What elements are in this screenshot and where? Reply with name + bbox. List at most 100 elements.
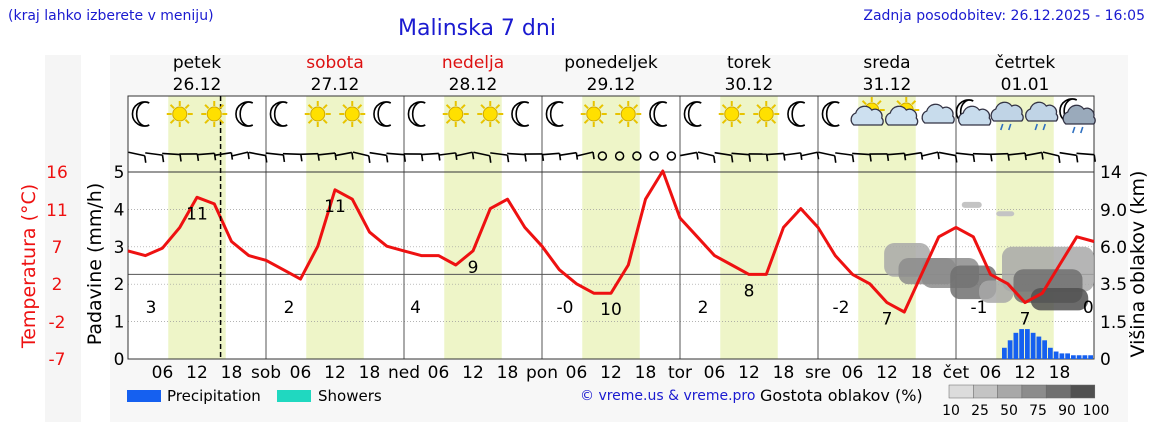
day-name: ponedeljek: [564, 53, 658, 73]
temperature-extreme-label: 3: [146, 298, 157, 318]
wind-feather: [1041, 152, 1044, 160]
sun-ray: [169, 104, 175, 110]
rain-drop: [999, 123, 1004, 131]
sun-ray: [896, 100, 902, 106]
wind-feather: [748, 154, 752, 162]
wind-feather: [454, 152, 458, 160]
wind-feather: [179, 154, 182, 162]
sun-ray: [184, 118, 190, 124]
cloud-density-step: 75: [1029, 403, 1047, 419]
temperature-extreme-label: 7: [1020, 310, 1031, 330]
wind-calm-circle: [666, 151, 677, 161]
wind-shaft: [955, 152, 974, 156]
wind-barb: [352, 151, 371, 164]
precip-tick: 3: [114, 238, 125, 258]
wind-feather: [367, 155, 371, 164]
wind-barb: [835, 152, 855, 163]
moon-crescent: [545, 101, 564, 127]
sun-ray: [322, 118, 328, 124]
cloud-density-step: 50: [1000, 403, 1018, 419]
page-title: Malinska 7 dni: [398, 16, 556, 41]
precip-bar: [1059, 353, 1065, 359]
sun-disc: [724, 106, 740, 122]
x-hour-tick: 18: [773, 363, 795, 383]
wind-barb: [818, 151, 837, 163]
wind-barb: [614, 151, 625, 161]
cloud-shape: [990, 101, 1024, 122]
cloud-height-axis-label: Višina oblakov (km): [1127, 171, 1149, 358]
last-update: Zadnja posodobitev: 26.12.2025 - 16:05: [863, 8, 1145, 24]
wind-barb: [507, 152, 527, 162]
wind-feather: [471, 152, 475, 160]
wind-shaft: [1076, 152, 1095, 156]
wind-feather: [730, 155, 734, 163]
wind-barb: [852, 152, 872, 162]
wind-shaft: [352, 151, 369, 157]
sun-ray: [876, 100, 882, 106]
wind-barb: [632, 151, 642, 161]
cloud-shape: [850, 105, 884, 126]
precip-bar: [1042, 340, 1047, 359]
wind-barb: [214, 151, 234, 160]
wind-feather: [161, 155, 165, 163]
precip-bar: [1088, 355, 1093, 359]
temperature-extreme-label: 8: [744, 281, 755, 301]
wind-barb: [680, 151, 699, 160]
temperature-tick: 2: [52, 275, 63, 295]
wind-shaft: [886, 152, 905, 156]
rain-drop: [1042, 123, 1047, 131]
wind-shaft: [938, 151, 956, 157]
sun-ray: [736, 104, 742, 110]
wind-shaft: [541, 152, 560, 156]
wind-feather: [592, 151, 595, 160]
sun-ray: [771, 118, 777, 124]
moon-crescent: [683, 101, 702, 127]
sun-icon: [201, 101, 228, 127]
wind-barb: [248, 151, 268, 163]
wind-feather: [903, 153, 907, 161]
wind-barb: [1042, 151, 1061, 164]
wind-feather: [213, 153, 217, 161]
wind-shaft: [128, 151, 145, 157]
x-hour-tick: 06: [704, 363, 726, 383]
rain-drop: [1007, 123, 1012, 131]
x-hour-tick: 18: [911, 363, 933, 383]
x-day-abbr: tor: [668, 363, 692, 383]
sun-icon: [615, 101, 642, 127]
moon-crescent: [511, 101, 530, 127]
cloud-density-step: 25: [971, 403, 989, 419]
showers-legend-swatch: [277, 390, 311, 402]
precip-tick: 1: [114, 313, 125, 333]
moon-icon: [373, 101, 392, 127]
wind-barb: [145, 152, 165, 163]
copyright-link[interactable]: © vreme.us & vreme.pro: [580, 388, 756, 404]
wind-feather: [869, 154, 872, 162]
wind-feather: [937, 151, 940, 160]
moon-icon: [545, 101, 564, 127]
wind-feather: [247, 151, 250, 160]
cloud-shape: [921, 103, 955, 124]
day-name: četrtek: [995, 53, 1056, 73]
wind-barb: [282, 152, 303, 162]
x-day-abbr: sre: [805, 363, 831, 383]
wind-feather: [799, 152, 803, 160]
wind-feather: [954, 155, 958, 163]
sun-ray: [169, 118, 175, 124]
x-hour-tick: 18: [1049, 363, 1071, 383]
x-hour-tick: 18: [221, 363, 243, 383]
moon-icon: [131, 101, 150, 127]
region-hint[interactable]: (kraj lahko izberete v meniju): [8, 8, 214, 24]
wind-shaft: [714, 151, 732, 157]
daylight-band: [858, 96, 916, 359]
sun-icon: [753, 101, 780, 127]
rain-drop: [1034, 123, 1039, 131]
sun-ray: [480, 104, 486, 110]
precip-bar: [1065, 353, 1070, 359]
day-name: torek: [727, 53, 771, 73]
wind-barb: [317, 152, 337, 161]
x-hour-tick: 06: [152, 363, 174, 383]
sun-ray: [771, 104, 777, 110]
wind-barb: [162, 152, 182, 162]
wind-feather: [403, 154, 407, 162]
